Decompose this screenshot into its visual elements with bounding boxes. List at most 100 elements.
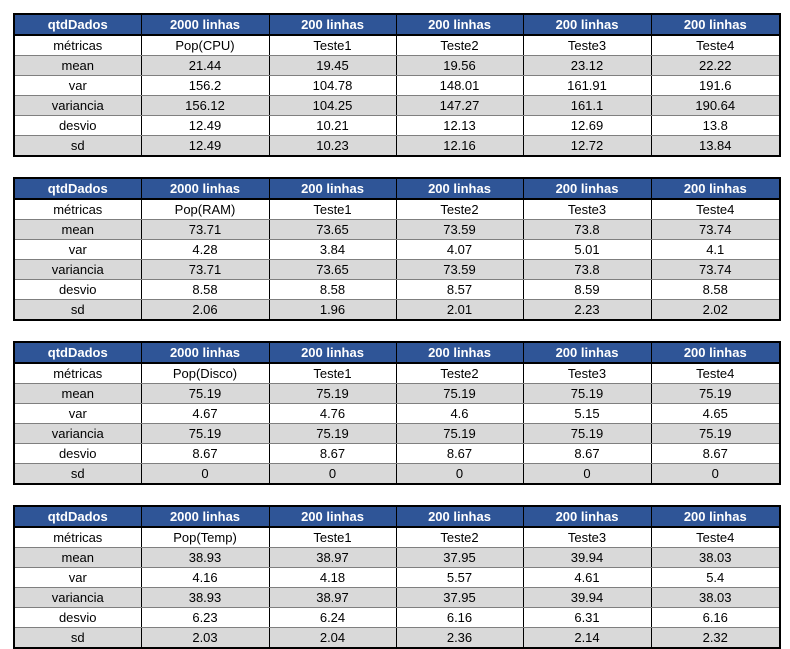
row-label-cell[interactable]: mean	[13, 547, 142, 568]
value-cell[interactable]: 190.64	[650, 95, 781, 116]
row-label-cell[interactable]: mean	[13, 383, 142, 404]
row-label-cell[interactable]: desvio	[13, 443, 142, 464]
value-cell[interactable]: 75.19	[522, 423, 652, 444]
value-cell[interactable]: Teste3	[522, 362, 652, 384]
value-cell[interactable]: 2.04	[268, 627, 397, 648]
value-cell[interactable]: 75.19	[140, 423, 270, 444]
value-cell[interactable]: 6.16	[650, 607, 781, 628]
row-label-cell[interactable]: variancia	[13, 95, 142, 116]
value-cell[interactable]: 8.67	[268, 443, 397, 464]
row-label-cell[interactable]: variancia	[13, 423, 142, 444]
value-cell[interactable]: 13.8	[650, 115, 781, 136]
value-cell[interactable]: Teste1	[268, 34, 397, 56]
value-cell[interactable]: Pop(RAM)	[140, 198, 270, 220]
value-cell[interactable]: 12.49	[140, 115, 270, 136]
value-cell[interactable]: Teste3	[522, 526, 652, 548]
header-cell[interactable]: 200 linhas	[522, 178, 652, 200]
header-cell[interactable]: 200 linhas	[650, 342, 781, 364]
value-cell[interactable]: 73.65	[268, 219, 397, 240]
value-cell[interactable]: 147.27	[395, 95, 524, 116]
row-label-cell[interactable]: sd	[13, 463, 142, 484]
row-label-cell[interactable]: variancia	[13, 259, 142, 280]
value-cell[interactable]: 12.13	[395, 115, 524, 136]
header-cell[interactable]: 2000 linhas	[140, 178, 270, 200]
row-label-cell[interactable]: métricas	[13, 526, 142, 548]
header-cell[interactable]: qtdDados	[13, 14, 142, 36]
value-cell[interactable]: 3.84	[268, 239, 397, 260]
value-cell[interactable]: 23.12	[522, 55, 652, 76]
value-cell[interactable]: Teste2	[395, 198, 524, 220]
value-cell[interactable]: 8.57	[395, 279, 524, 300]
value-cell[interactable]: 38.03	[650, 547, 781, 568]
value-cell[interactable]: 39.94	[522, 547, 652, 568]
value-cell[interactable]: 2.23	[522, 299, 652, 320]
value-cell[interactable]: 4.61	[522, 567, 652, 588]
value-cell[interactable]: Teste2	[395, 526, 524, 548]
value-cell[interactable]: 4.16	[140, 567, 270, 588]
value-cell[interactable]: 4.76	[268, 403, 397, 424]
header-cell[interactable]: 200 linhas	[522, 14, 652, 36]
value-cell[interactable]: 10.21	[268, 115, 397, 136]
header-cell[interactable]: 200 linhas	[522, 342, 652, 364]
value-cell[interactable]: 22.22	[650, 55, 781, 76]
value-cell[interactable]: 8.58	[268, 279, 397, 300]
value-cell[interactable]: 39.94	[522, 587, 652, 608]
value-cell[interactable]: 2.01	[395, 299, 524, 320]
value-cell[interactable]: Teste4	[650, 198, 781, 220]
value-cell[interactable]: 4.1	[650, 239, 781, 260]
value-cell[interactable]: Pop(CPU)	[140, 34, 270, 56]
value-cell[interactable]: 156.12	[140, 95, 270, 116]
value-cell[interactable]: 0	[650, 463, 781, 484]
value-cell[interactable]: 0	[268, 463, 397, 484]
value-cell[interactable]: 5.01	[522, 239, 652, 260]
value-cell[interactable]: 2.36	[395, 627, 524, 648]
row-label-cell[interactable]: mean	[13, 55, 142, 76]
header-cell[interactable]: 200 linhas	[650, 14, 781, 36]
value-cell[interactable]: 19.45	[268, 55, 397, 76]
value-cell[interactable]: 191.6	[650, 75, 781, 96]
value-cell[interactable]: 4.07	[395, 239, 524, 260]
value-cell[interactable]: 4.67	[140, 403, 270, 424]
value-cell[interactable]: 6.16	[395, 607, 524, 628]
row-label-cell[interactable]: sd	[13, 299, 142, 320]
value-cell[interactable]: 75.19	[395, 423, 524, 444]
value-cell[interactable]: 4.18	[268, 567, 397, 588]
value-cell[interactable]: 6.23	[140, 607, 270, 628]
value-cell[interactable]: 73.71	[140, 259, 270, 280]
value-cell[interactable]: 161.91	[522, 75, 652, 96]
value-cell[interactable]: 0	[522, 463, 652, 484]
header-cell[interactable]: qtdDados	[13, 342, 142, 364]
row-label-cell[interactable]: desvio	[13, 607, 142, 628]
row-label-cell[interactable]: var	[13, 567, 142, 588]
value-cell[interactable]: 8.67	[140, 443, 270, 464]
value-cell[interactable]: 38.03	[650, 587, 781, 608]
header-cell[interactable]: 200 linhas	[522, 506, 652, 528]
row-label-cell[interactable]: variancia	[13, 587, 142, 608]
value-cell[interactable]: 156.2	[140, 75, 270, 96]
header-cell[interactable]: 200 linhas	[650, 506, 781, 528]
value-cell[interactable]: Pop(Disco)	[140, 362, 270, 384]
value-cell[interactable]: 21.44	[140, 55, 270, 76]
value-cell[interactable]: Teste1	[268, 198, 397, 220]
value-cell[interactable]: Teste2	[395, 34, 524, 56]
value-cell[interactable]: 8.67	[522, 443, 652, 464]
value-cell[interactable]: 2.03	[140, 627, 270, 648]
value-cell[interactable]: Teste4	[650, 34, 781, 56]
value-cell[interactable]: 73.8	[522, 219, 652, 240]
value-cell[interactable]: Teste3	[522, 34, 652, 56]
header-cell[interactable]: 200 linhas	[395, 342, 524, 364]
value-cell[interactable]: Teste4	[650, 526, 781, 548]
value-cell[interactable]: 75.19	[395, 383, 524, 404]
header-cell[interactable]: 2000 linhas	[140, 342, 270, 364]
header-cell[interactable]: 2000 linhas	[140, 14, 270, 36]
value-cell[interactable]: Teste2	[395, 362, 524, 384]
value-cell[interactable]: 75.19	[140, 383, 270, 404]
header-cell[interactable]: 200 linhas	[395, 178, 524, 200]
value-cell[interactable]: 2.14	[522, 627, 652, 648]
value-cell[interactable]: 75.19	[268, 383, 397, 404]
value-cell[interactable]: 38.93	[140, 587, 270, 608]
header-cell[interactable]: 200 linhas	[395, 14, 524, 36]
value-cell[interactable]: 12.69	[522, 115, 652, 136]
value-cell[interactable]: 75.19	[650, 383, 781, 404]
value-cell[interactable]: 38.93	[140, 547, 270, 568]
